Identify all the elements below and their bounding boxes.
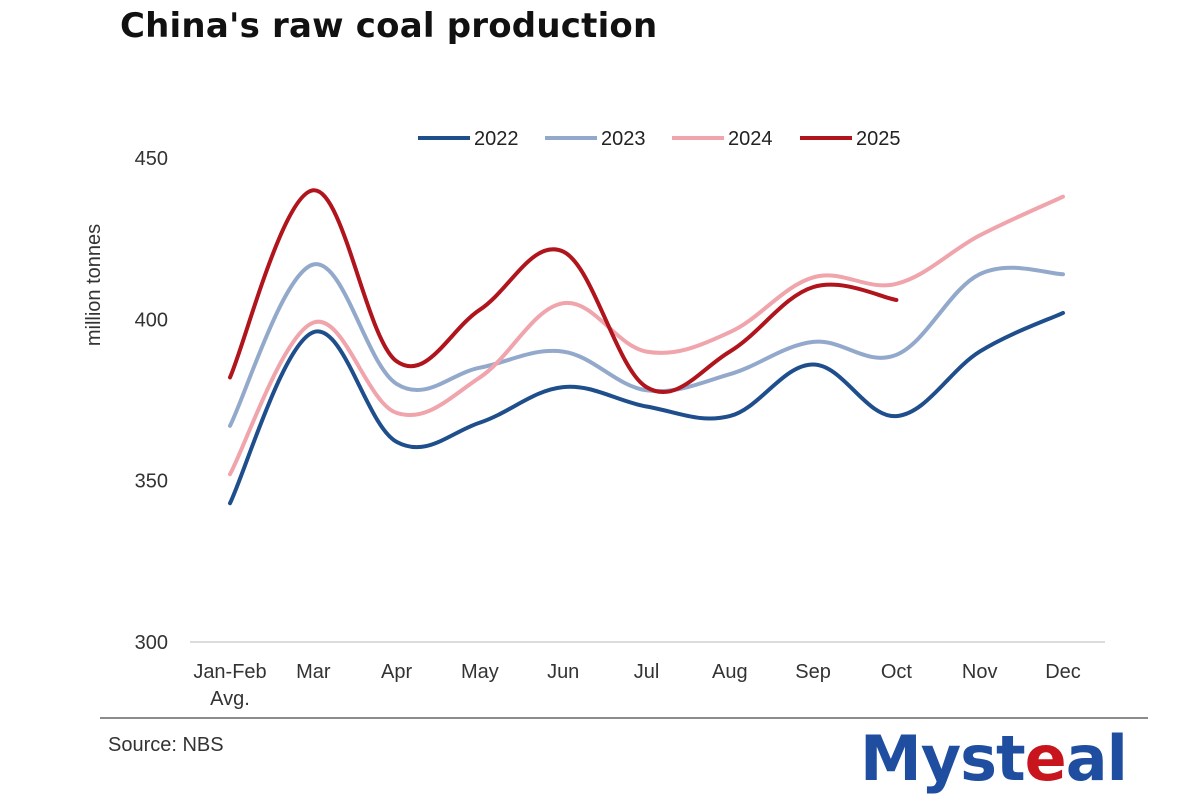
x-tick-label: Sep bbox=[795, 661, 831, 683]
series-line-2024 bbox=[228, 194, 1065, 477]
series-line-2022 bbox=[228, 310, 1065, 506]
y-tick-label: 400 bbox=[135, 309, 168, 331]
y-tick-label: 300 bbox=[135, 632, 168, 654]
series-line-2023 bbox=[228, 262, 1065, 428]
source-note: Source: NBS bbox=[108, 734, 224, 756]
x-tick-label: May bbox=[461, 661, 499, 683]
x-tick-label: Apr bbox=[381, 661, 412, 683]
y-axis-label: million tonnes bbox=[83, 224, 105, 346]
x-tick-label: Jan-Feb Avg. bbox=[193, 661, 266, 710]
x-tick-label: Aug bbox=[712, 661, 748, 683]
x-tick-label: Nov bbox=[962, 661, 998, 683]
legend-label-2023: 2023 bbox=[601, 128, 646, 150]
x-tick-label: Dec bbox=[1045, 661, 1081, 683]
legend-label-2025: 2025 bbox=[856, 128, 901, 150]
series-line-2025 bbox=[228, 188, 899, 395]
x-tick-label: Jul bbox=[634, 661, 660, 683]
axes: 300 350 400 450 million tonnes Jan-Feb Avg. Mar… bbox=[83, 148, 1105, 710]
x-tick-label: Jun bbox=[547, 661, 579, 683]
legend: 2022 2023 2024 2025 bbox=[418, 128, 901, 150]
y-tick-label: 350 bbox=[135, 471, 168, 493]
series-layer bbox=[228, 188, 1065, 506]
x-tick-label: Mar bbox=[296, 661, 331, 683]
x-tick-label: Oct bbox=[881, 661, 913, 683]
brand-logo: Mysteal bbox=[860, 722, 1128, 795]
y-tick-label: 450 bbox=[135, 148, 168, 170]
chart-title: China's raw coal production bbox=[120, 6, 658, 46]
legend-label-2024: 2024 bbox=[728, 128, 773, 150]
legend-label-2022: 2022 bbox=[474, 128, 519, 150]
